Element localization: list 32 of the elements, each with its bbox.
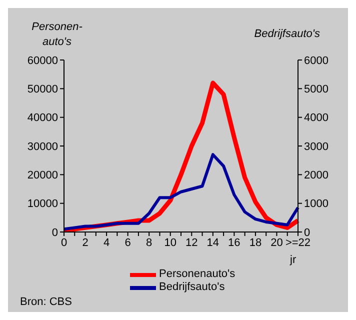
y2-tick-label: 0: [304, 226, 310, 239]
y2-tick-label: 3000: [304, 140, 328, 153]
x-tick-label: 12: [186, 236, 198, 249]
y-tick-label: 30000: [27, 140, 58, 153]
x-tick-label: 2: [82, 236, 88, 249]
x-axis-title: jr: [290, 254, 296, 266]
x-tick-label: >=22: [285, 236, 311, 249]
x-tick-label: 10: [164, 236, 176, 249]
x-tick-label: 6: [124, 236, 131, 249]
x-tick-label: 16: [228, 236, 240, 249]
x-tick-label: 4: [103, 236, 110, 249]
x-tick-label: 20: [270, 236, 283, 249]
text: Bron: CBS: [20, 296, 72, 308]
y-tick-label: 50000: [27, 84, 58, 96]
x-tick-label: 0: [60, 236, 68, 249]
y-tick-label: 60000: [27, 54, 58, 67]
y2-tick-label: 5000: [304, 84, 328, 96]
y2-tick-label: 2000: [304, 170, 328, 182]
y-tick-label: 20000: [27, 170, 58, 182]
y-tick-label: 0: [52, 226, 58, 239]
x-tick-label: 14: [206, 236, 220, 249]
y-axis-title: Personen-auto's: [30, 20, 84, 50]
y2-tick-label: 1000: [304, 198, 328, 210]
x-tick-label: 8: [146, 236, 152, 249]
y2-axis-title: Bedrijfsauto's: [254, 28, 320, 40]
y-tick-label: 10000: [27, 198, 58, 210]
y2-tick-label: 6000: [304, 54, 328, 67]
legend-label: Bedrijfsauto's: [159, 281, 225, 294]
y2-tick-label: 4000: [304, 112, 328, 124]
legend-label: Personenauto's: [159, 268, 236, 281]
y-tick-label: 40000: [27, 112, 58, 124]
x-tick-label: 18: [249, 236, 262, 249]
